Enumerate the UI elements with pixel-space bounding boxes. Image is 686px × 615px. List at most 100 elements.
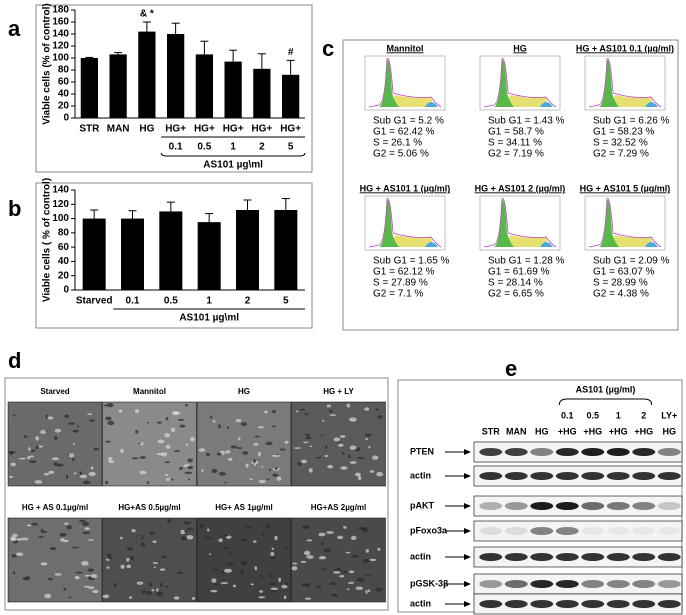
cell — [56, 463, 64, 467]
cell — [329, 414, 337, 416]
bar — [80, 58, 98, 118]
cell — [118, 409, 123, 413]
cell — [356, 577, 365, 582]
histogram-outline — [368, 58, 442, 108]
bar — [195, 54, 213, 118]
band — [606, 600, 630, 608]
cell — [131, 457, 139, 460]
micrograph — [7, 517, 103, 603]
band — [504, 580, 528, 588]
cell — [339, 435, 346, 438]
cell — [305, 436, 312, 440]
panel-letter: b — [8, 196, 21, 221]
cell — [259, 590, 263, 593]
y-tick-label: 20 — [58, 270, 70, 281]
micrograph-label: HG+ AS 1µg/ml — [215, 503, 272, 512]
blot-row-label: pGSK-3β — [410, 578, 449, 588]
band — [504, 502, 528, 510]
cell — [170, 427, 176, 432]
cell — [272, 409, 276, 414]
cell — [126, 547, 134, 551]
cell — [309, 445, 313, 448]
band — [504, 527, 528, 535]
flow-title: HG + AS101 1 (µg/ml) — [360, 183, 451, 193]
cell — [367, 589, 371, 593]
y-tick-label: 180 — [52, 5, 69, 16]
lane-label: 0.5 — [586, 410, 599, 420]
band — [504, 600, 528, 608]
y-tick-label: 0 — [63, 285, 69, 296]
band — [530, 527, 554, 535]
cell — [322, 419, 325, 422]
cell — [316, 456, 322, 459]
cell — [292, 562, 298, 565]
cell — [306, 539, 313, 542]
lane-label: 1 — [616, 410, 621, 420]
flow-stat: G2 = 5.06 % — [373, 149, 429, 160]
cell — [299, 408, 305, 411]
cell — [183, 530, 188, 533]
cell — [105, 416, 112, 421]
cell — [264, 525, 271, 529]
cell — [297, 461, 302, 466]
cell — [139, 470, 147, 475]
lane-label: +HG — [609, 426, 628, 436]
flow-stat: G2 = 7.29 % — [593, 149, 649, 160]
blot-bracket — [558, 398, 653, 406]
cell — [27, 456, 31, 460]
flow-stat: G1 = 62.42 % — [373, 127, 435, 138]
histogram-s — [506, 235, 548, 247]
cell — [67, 422, 76, 425]
cell — [272, 454, 280, 458]
cell — [88, 576, 91, 580]
cell — [272, 473, 279, 477]
cell — [82, 480, 91, 485]
x-tick-label: HG+ — [280, 124, 301, 135]
blot-row-label: actin — [410, 598, 431, 608]
cell — [208, 553, 212, 556]
cell — [295, 410, 299, 413]
cell — [284, 545, 288, 549]
cell — [90, 466, 94, 470]
band — [530, 580, 554, 588]
x-tick-label: 1 — [206, 296, 212, 307]
cell — [352, 419, 356, 422]
band — [530, 472, 554, 480]
x-tick-label: 0.5 — [164, 296, 178, 307]
cell — [240, 539, 247, 542]
cell — [250, 583, 254, 586]
cell — [88, 419, 95, 422]
band — [657, 600, 681, 608]
cell — [269, 582, 277, 586]
cell — [88, 539, 94, 541]
y-tick-label: 120 — [52, 41, 69, 52]
cell — [252, 540, 257, 543]
band — [657, 472, 681, 480]
cell — [333, 571, 341, 574]
cell — [138, 442, 141, 445]
band — [479, 600, 503, 608]
cell — [43, 472, 50, 476]
cell — [222, 534, 229, 537]
cell — [279, 448, 286, 451]
cell — [54, 428, 62, 433]
flow-stat: S = 27.89 % — [373, 278, 428, 289]
cell — [224, 568, 232, 573]
cell — [156, 421, 163, 424]
cell — [268, 468, 272, 471]
band — [555, 553, 579, 561]
arrow-head — [464, 473, 471, 479]
cell — [346, 588, 350, 591]
histogram-outline — [483, 198, 557, 248]
cell — [10, 462, 17, 467]
cell — [254, 566, 258, 571]
y-axis-title: Viable cells (% of control) — [42, 3, 53, 125]
cell — [261, 465, 264, 468]
cell — [305, 433, 310, 437]
cell — [11, 537, 17, 541]
flow-stat: G1 = 63.07 % — [593, 267, 655, 278]
cell — [349, 445, 357, 450]
cell — [339, 574, 345, 578]
cell — [269, 557, 277, 560]
cell — [72, 442, 75, 445]
